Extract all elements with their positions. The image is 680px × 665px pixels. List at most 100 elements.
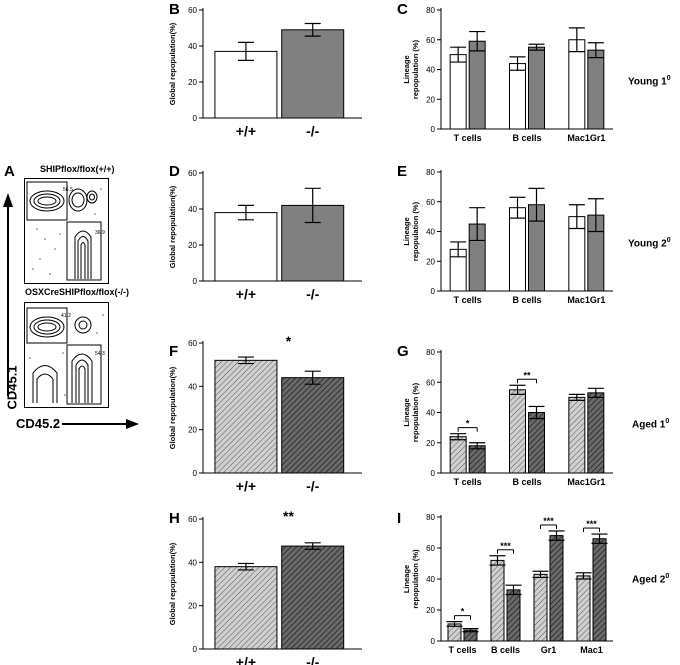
y-tick-label-C: 80 [426,6,435,15]
sig-label-G-1: ** [523,370,531,380]
y-tick-label-I: 80 [426,513,435,522]
y-axis-label-D: Global repopulation(%) [168,185,177,268]
x-tick-label-I: Gr1 [541,645,557,655]
sig-label-I-1: *** [500,541,511,551]
label-aged1: Aged 10 [632,418,670,431]
bar-B-1 [281,29,345,119]
x-tick-label-C: B cells [512,133,541,143]
x-tick-label-D: -/- [306,286,320,302]
y-axis-label-F: Global repopulation(%) [168,366,177,449]
y-tick-label-E: 80 [426,168,435,177]
y-tick-label-G: 0 [431,469,436,478]
x-tick-label-I: T cells [448,645,476,655]
x-tick-label-I: B cells [491,645,520,655]
bar-E-1-0 [509,207,526,292]
y-tick-label-E: 20 [426,257,435,266]
bar-C-1-0 [509,63,526,130]
y-tick-label-F: 40 [188,382,197,391]
chart-B: B 0 20 40 60 Global repopulation(%) +/+ -/- [168,1,362,139]
y-tick-label-B: 0 [193,114,198,123]
y-tick-label-E: 0 [431,287,436,296]
bar-H-0 [214,566,278,650]
y-tick-label-F: 60 [188,339,197,348]
y-tick-label-B: 20 [188,78,197,87]
significance-H: ** [283,508,294,524]
flow-contour-bottom: 41.2 54.3 [26,307,105,405]
chart-D: D 0 20 40 60 Global repopulation(%) +/+ -/- [168,163,362,302]
sig-label-I-0: * [461,607,465,617]
y-axis-label-G-line2: repopulation (%) [411,382,420,442]
x-tick-label-F: -/- [306,478,320,494]
bar-I-2-1 [549,535,564,642]
y-axis-label-I: Lineage [402,565,411,593]
y-tick-label-D: 40 [188,205,197,214]
panel-label-C: C [397,1,408,18]
flow-axis-arrows [3,193,139,429]
y-tick-label-I: 60 [426,544,435,553]
y-axis-label-E-line2: repopulation (%) [411,201,420,261]
x-tick-label-G: Mac1Gr1 [567,477,605,487]
y-tick-label-C: 60 [426,36,435,45]
gate-bottom-2: 54.3 [95,351,105,357]
bar-C-0-0 [449,54,467,130]
y-tick-label-H: 40 [188,558,197,567]
sig-label-G-0: * [466,419,470,429]
y-tick-label-G: 80 [426,348,435,357]
bar-F-1 [281,377,345,474]
x-tick-label-E: T cells [454,295,482,305]
x-tick-label-C: T cells [454,133,482,143]
y-tick-label-I: 40 [426,575,435,584]
panel-label-I: I [397,510,401,527]
panel-label-E: E [397,163,407,180]
bar-B-0 [214,50,278,119]
y-tick-label-F: 0 [193,469,198,478]
gate-top-1: 56.5 [63,187,73,193]
y-tick-label-G: 60 [426,378,435,387]
bar-C-2-1 [587,49,605,130]
y-tick-label-C: 0 [431,125,436,134]
significance-F: * [286,333,292,349]
chart-H: H 0 20 40 60 Global repopulation(%) +/+ -/- ** [168,508,362,665]
bar-G-2-1 [587,392,605,474]
y-tick-label-H: 0 [193,645,198,654]
flow-contour-top: 56.5 36.9 [26,181,105,281]
bar-C-0-1 [468,40,486,130]
y-tick-label-I: 0 [431,637,436,646]
y-axis-label-H: Global repopulation(%) [168,542,177,625]
flow-x-axis-label: CD45.2 [16,416,61,431]
flow-bottom-title: OSXCreSHIPflox/flox(-/-) [25,287,130,297]
panel-label-D: D [169,163,180,180]
label-aged2: Aged 20 [632,573,670,586]
y-tick-label-F: 20 [188,426,197,435]
panel-a-label: A [4,163,15,180]
bar-D-0 [214,212,278,282]
x-tick-label-H: -/- [306,654,320,665]
x-tick-label-G: T cells [454,477,482,487]
bar-G-2-0 [568,396,586,474]
y-tick-label-C: 20 [426,95,435,104]
label-young1: Young 10 [628,75,671,88]
bar-I-3-1 [592,538,607,642]
x-tick-label-G: B cells [512,477,541,487]
y-axis-label-C-line2: repopulation (%) [411,39,420,99]
x-tick-label-C: Mac1Gr1 [567,133,605,143]
y-axis-label-G: Lineage [402,398,411,426]
y-axis-label-B: Global repopulation(%) [168,22,177,105]
y-tick-label-E: 60 [426,198,435,207]
bar-I-1-1 [506,589,521,642]
panel-label-G: G [397,343,409,360]
bar-F-0 [214,359,278,474]
y-axis-label-E: Lineage [402,217,411,245]
y-tick-label-H: 20 [188,602,197,611]
y-tick-label-B: 40 [188,42,197,51]
y-axis-label-I-line2: repopulation (%) [411,549,420,609]
bar-I-2-0 [533,573,548,642]
y-tick-label-G: 40 [426,409,435,418]
bar-G-0-1 [468,445,486,474]
y-tick-label-D: 20 [188,241,197,250]
chart-C: C 0 20 40 60 80 Lineage repopulation (%) T cells… [397,1,613,143]
y-axis-label-C: Lineage [402,55,411,83]
y-tick-label-B: 60 [188,6,197,15]
chart-G: G 0 20 40 60 80 Lineage repopulation (%) T cells… [397,343,613,487]
chart-F: F 0 20 40 60 Global repopulation(%) +/+ -/- * [168,333,362,494]
